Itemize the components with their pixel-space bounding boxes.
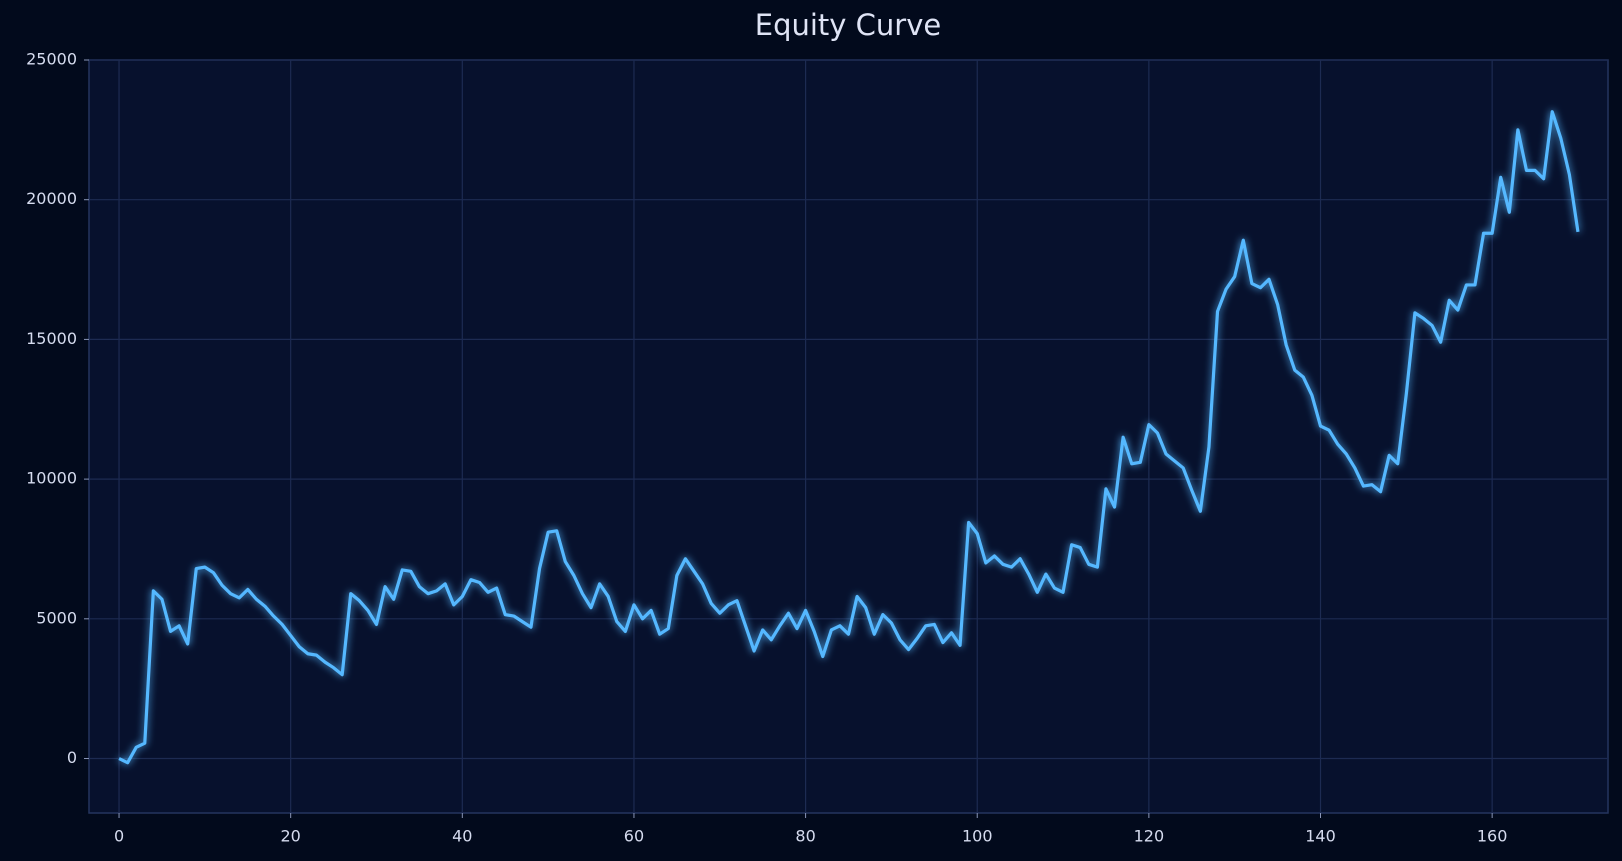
x-tick-label: 60 xyxy=(624,827,644,846)
x-tick-label: 160 xyxy=(1477,827,1508,846)
x-tick-label: 0 xyxy=(114,827,124,846)
y-tick-label: 0 xyxy=(67,748,77,767)
x-tick-label: 100 xyxy=(962,827,993,846)
y-tick-label: 20000 xyxy=(26,189,77,208)
y-tick-label: 5000 xyxy=(36,608,77,627)
x-tick-label: 120 xyxy=(1134,827,1165,846)
y-tick-label: 25000 xyxy=(26,50,77,69)
x-tick-label: 80 xyxy=(795,827,815,846)
x-tick-label: 140 xyxy=(1305,827,1336,846)
equity-line xyxy=(118,110,1580,765)
plot-area xyxy=(88,59,1609,814)
chart-title: Equity Curve xyxy=(755,8,941,42)
x-tick-label: 40 xyxy=(452,827,472,846)
y-tick-label: 10000 xyxy=(26,469,77,488)
y-tick-label: 15000 xyxy=(26,329,77,348)
x-tick-label: 20 xyxy=(280,827,300,846)
